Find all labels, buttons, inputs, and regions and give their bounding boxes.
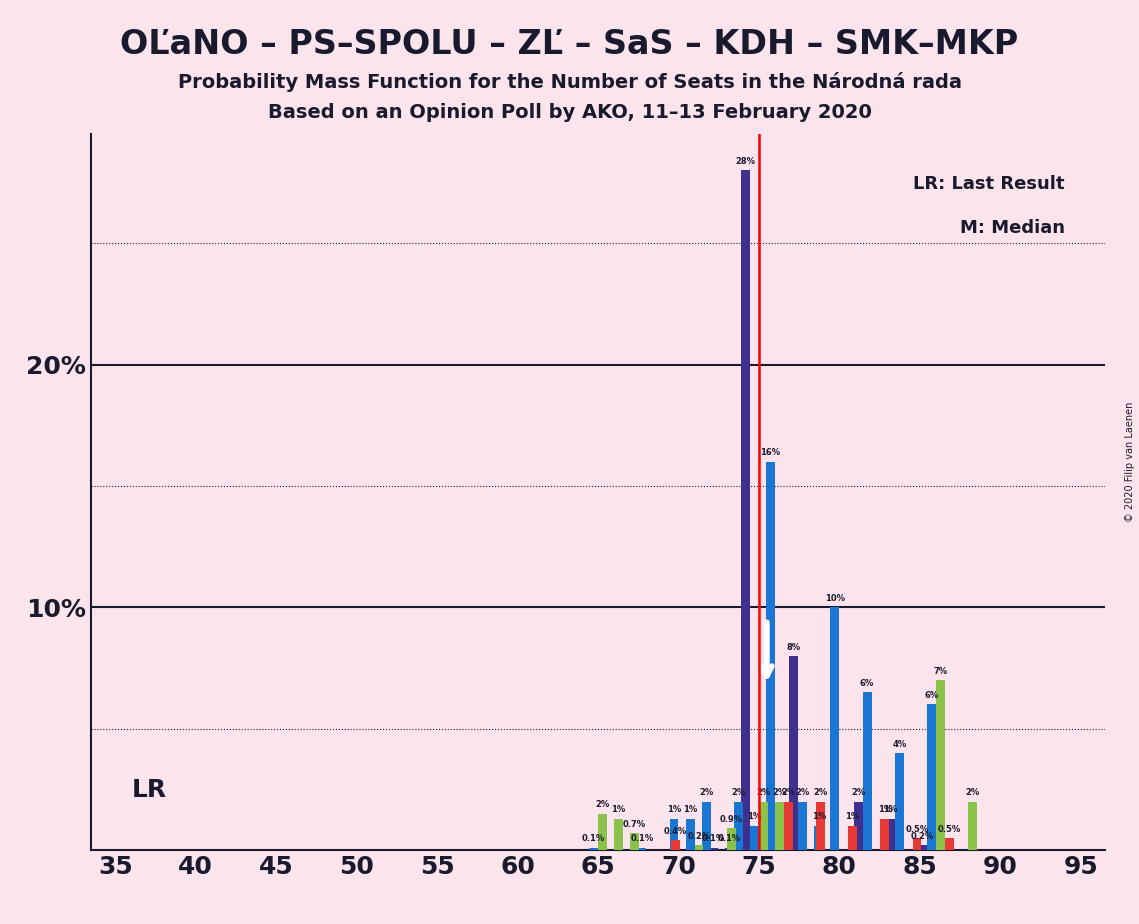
Text: 1%: 1% (812, 812, 826, 821)
Bar (695, 845, 704, 850)
Bar (598, 814, 607, 850)
Text: 2%: 2% (851, 788, 866, 797)
Bar (814, 826, 823, 850)
Bar (944, 838, 953, 850)
Bar (708, 847, 718, 850)
Bar (734, 801, 743, 850)
Bar (912, 838, 921, 850)
Text: © 2020 Filip van Laenen: © 2020 Filip van Laenen (1125, 402, 1134, 522)
Text: 0.7%: 0.7% (623, 820, 646, 829)
Text: 0.1%: 0.1% (630, 834, 654, 844)
Text: OĽaNO – PS–SPOLU – ZĽ – SaS – KDH – SMK–MKP: OĽaNO – PS–SPOLU – ZĽ – SaS – KDH – SMK–… (121, 28, 1018, 61)
Text: 2%: 2% (596, 800, 609, 809)
Bar (789, 656, 798, 850)
Text: 0.2%: 0.2% (687, 832, 711, 841)
Bar (849, 826, 857, 850)
Bar (968, 801, 977, 850)
Text: 2%: 2% (966, 788, 980, 797)
Bar (749, 826, 759, 850)
Text: Probability Mass Function for the Number of Seats in the Národná rada: Probability Mass Function for the Number… (178, 72, 961, 92)
Text: 0.1%: 0.1% (702, 834, 726, 844)
Bar (880, 819, 890, 850)
Text: 4%: 4% (892, 739, 907, 748)
Text: 2%: 2% (796, 788, 810, 797)
Text: 8%: 8% (787, 642, 801, 651)
Text: 1%: 1% (747, 812, 762, 821)
Text: 2%: 2% (756, 788, 770, 797)
Bar (775, 801, 784, 850)
Bar (702, 801, 711, 850)
Text: 0.5%: 0.5% (906, 824, 928, 833)
Bar (936, 680, 944, 850)
Text: 1%: 1% (884, 805, 898, 814)
Bar (686, 819, 695, 850)
Text: LR: LR (131, 777, 166, 801)
Bar (784, 801, 793, 850)
Text: 2%: 2% (772, 788, 787, 797)
Bar (614, 819, 623, 850)
Text: 28%: 28% (736, 157, 755, 166)
Bar (726, 847, 734, 850)
Text: 0.2%: 0.2% (911, 832, 934, 841)
Text: 0.4%: 0.4% (664, 827, 687, 836)
Text: LR: Last Result: LR: Last Result (913, 176, 1065, 193)
Bar (741, 170, 751, 850)
Text: 2%: 2% (813, 788, 828, 797)
Bar (671, 840, 680, 850)
Bar (638, 847, 646, 850)
Bar (630, 833, 639, 850)
Bar (927, 704, 936, 850)
Bar (589, 847, 598, 850)
Text: 0.1%: 0.1% (582, 834, 605, 844)
Bar (670, 819, 679, 850)
Bar (767, 462, 775, 850)
Text: 1%: 1% (666, 805, 681, 814)
Text: Based on an Opinion Poll by AKO, 11–13 February 2020: Based on an Opinion Poll by AKO, 11–13 F… (268, 103, 871, 123)
Bar (854, 801, 862, 850)
Text: 1%: 1% (845, 812, 860, 821)
Text: 0.9%: 0.9% (720, 815, 743, 824)
Bar (759, 801, 768, 850)
Text: 2%: 2% (699, 788, 713, 797)
Text: 2%: 2% (731, 788, 746, 797)
Bar (918, 845, 927, 850)
Bar (727, 828, 736, 850)
Text: 1%: 1% (612, 805, 625, 814)
Bar (886, 819, 895, 850)
Bar (798, 801, 808, 850)
Text: M: Median: M: Median (959, 219, 1065, 237)
Text: 0.5%: 0.5% (937, 824, 961, 833)
Text: 0.1%: 0.1% (718, 834, 741, 844)
Text: 6%: 6% (925, 691, 939, 700)
Text: 7%: 7% (933, 667, 948, 675)
Bar (895, 753, 903, 850)
Text: 2%: 2% (781, 788, 795, 797)
Bar (816, 801, 825, 850)
Text: 10%: 10% (825, 594, 845, 603)
Text: 1%: 1% (683, 805, 697, 814)
Text: 6%: 6% (860, 679, 875, 688)
Text: 16%: 16% (761, 448, 780, 457)
Bar (830, 607, 839, 850)
Text: 1%: 1% (878, 805, 892, 814)
Bar (862, 692, 871, 850)
